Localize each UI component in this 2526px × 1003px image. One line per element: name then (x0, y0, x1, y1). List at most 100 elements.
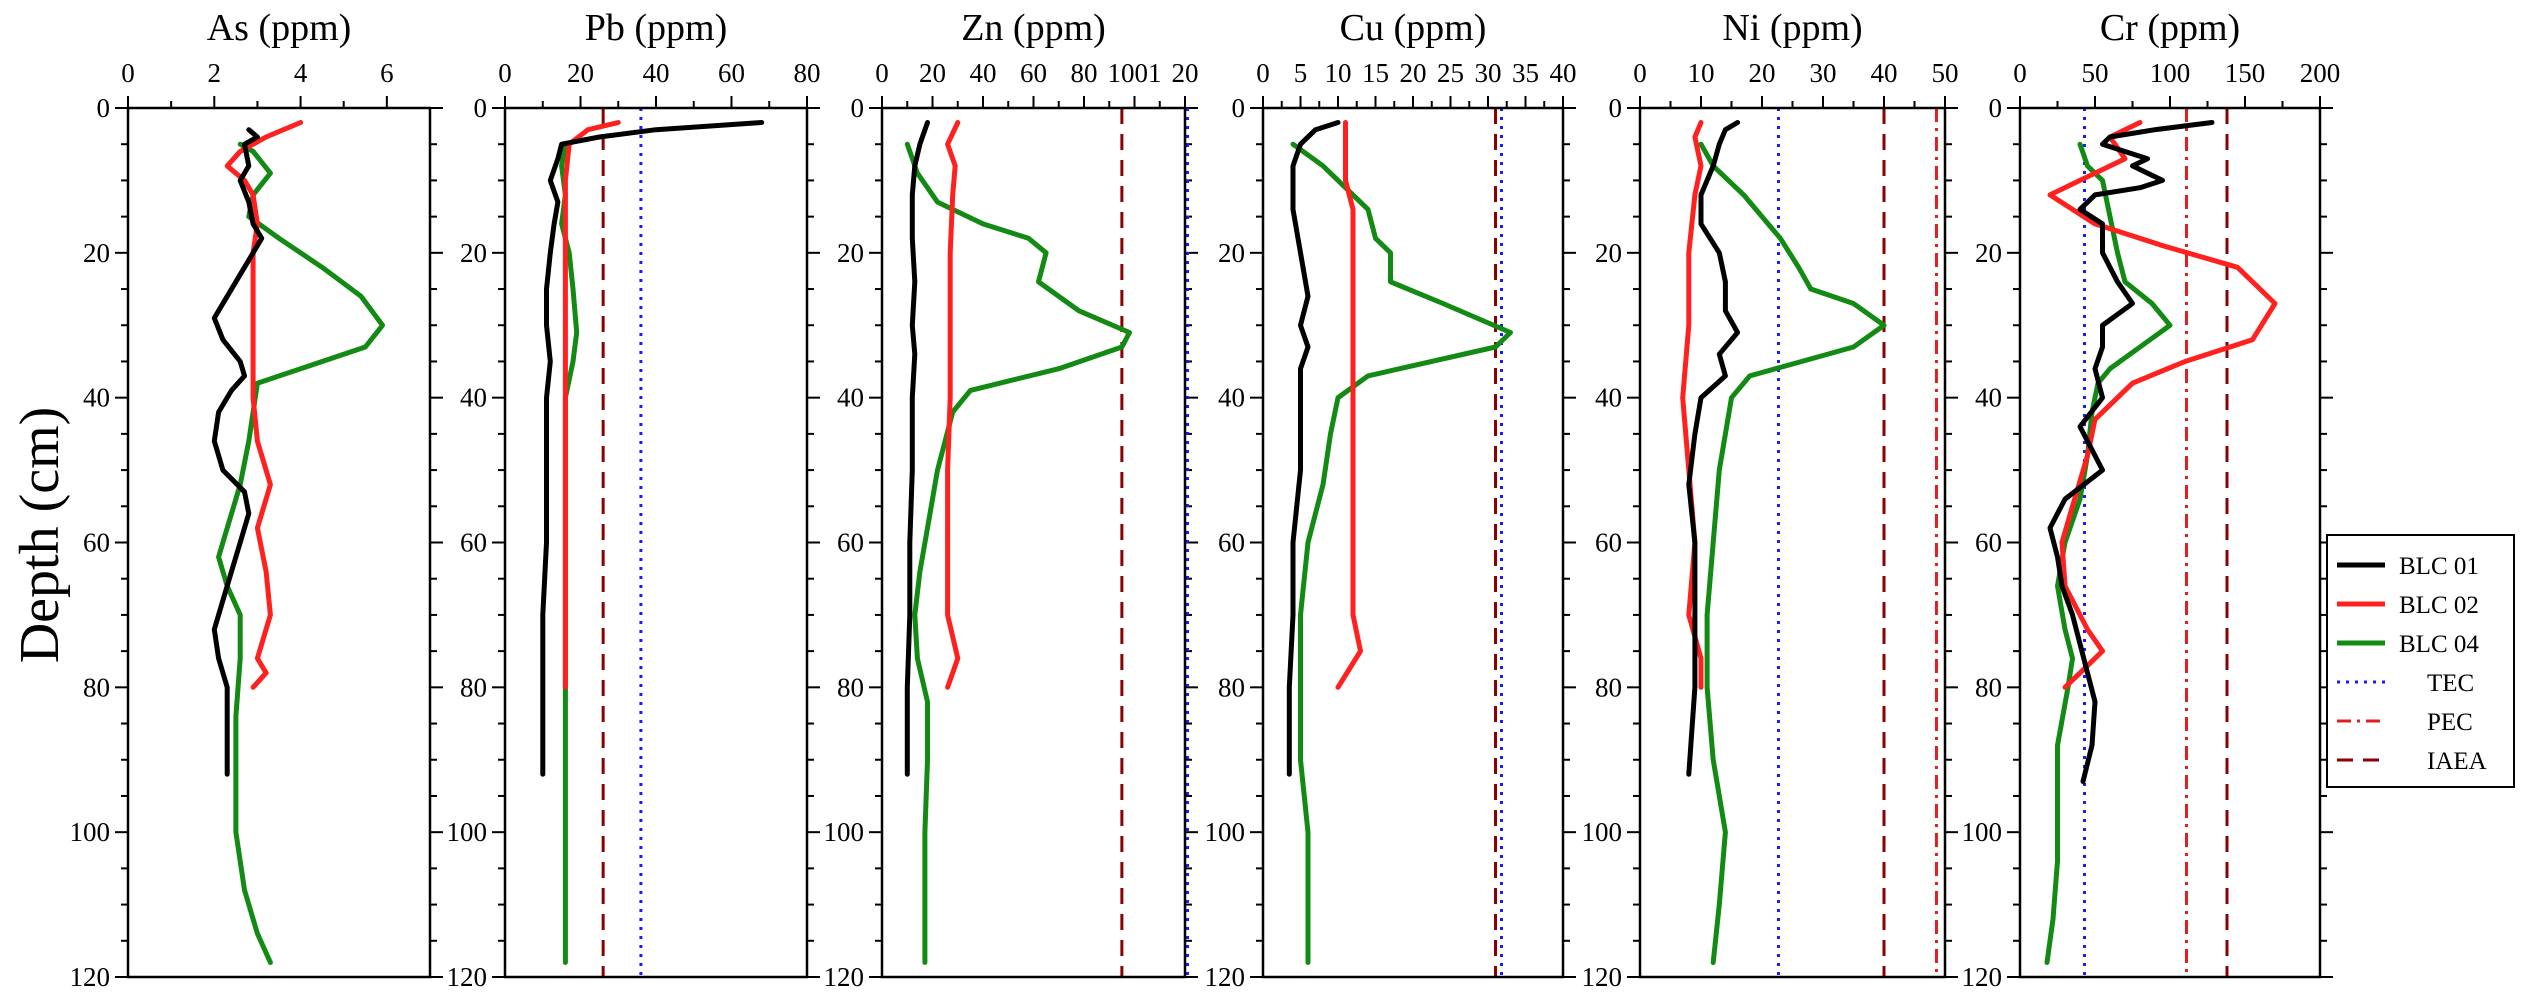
panel-title: Ni (ppm) (1722, 7, 1862, 49)
y-tick-label: 80 (837, 672, 864, 702)
legend-label: IAEA (2427, 748, 2487, 775)
y-tick-label: 20 (1218, 238, 1245, 268)
x-tick-label: 200 (2300, 58, 2341, 88)
legend-label: BLC 01 (2399, 553, 2479, 580)
series-blc-01 (1286, 120, 1341, 777)
x-tick-label: 100 (2150, 58, 2191, 88)
y-tick-label: 0 (851, 93, 865, 123)
panel-title: Cr (ppm) (2100, 7, 2240, 49)
series-blc-01 (2047, 120, 2215, 784)
y-tick-label: 0 (97, 93, 111, 123)
y-tick-label: 120 (1962, 962, 2003, 992)
x-tick-label: 0 (2013, 58, 2027, 88)
y-tick-label: 0 (1609, 93, 1623, 123)
y-tick-label: 80 (1975, 672, 2002, 702)
x-tick-label: 30 (1475, 58, 1502, 88)
x-tick-label: 50 (1932, 58, 1959, 88)
y-tick-label: 80 (1218, 672, 1245, 702)
y-tick-label: 20 (460, 238, 487, 268)
x-tick-label: 4 (294, 58, 308, 88)
y-tick-label: 40 (1595, 383, 1622, 413)
x-tick-label: 20 (1400, 58, 1427, 88)
x-tick-label: 20 (1749, 58, 1776, 88)
series-blc-02 (1335, 120, 1363, 690)
x-tick-label: 40 (970, 58, 997, 88)
y-tick-label: 60 (1975, 528, 2002, 558)
x-tick-label: 15 (1362, 58, 1389, 88)
y-tick-label: 120 (447, 962, 488, 992)
x-tick-label: 2 (208, 58, 222, 88)
series-blc-02 (1680, 120, 1704, 690)
y-tick-label: 40 (837, 383, 864, 413)
panel-title: As (ppm) (207, 7, 352, 49)
y-tick-label: 20 (83, 238, 110, 268)
x-tick-label: 0 (1633, 58, 1647, 88)
x-tick-label: 40 (643, 58, 670, 88)
x-tick-label: 35 (1512, 58, 1539, 88)
y-tick-label: 80 (83, 672, 110, 702)
panel-title: Cu (ppm) (1340, 7, 1487, 49)
x-tick-label: 60 (1020, 58, 1047, 88)
x-tick-label: 150 (2225, 58, 2266, 88)
plot-frame (880, 106, 1187, 979)
x-tick-label: 40 (1871, 58, 1898, 88)
x-tick-label: 30 (1810, 58, 1837, 88)
panel-1: Pb (ppm) 0 20 40 60 80 100 120 0 20 40 60 80 (447, 7, 821, 992)
x-tick-label: 20 (567, 58, 594, 88)
chart-legend: BLC 01 BLC 02 BLC 04 TEC PEC IAEA (2326, 534, 2515, 788)
y-tick-label: 40 (83, 383, 110, 413)
plot-frame (1261, 106, 1565, 979)
y-tick-label: 100 (1205, 817, 1246, 847)
series-blc-02 (224, 120, 304, 690)
x-tick-label: 60 (718, 58, 745, 88)
y-tick-label: 20 (1595, 238, 1622, 268)
x-tick-label: 10 (1688, 58, 1715, 88)
y-tick-label: 80 (460, 672, 487, 702)
y-tick-label: 0 (1232, 93, 1246, 123)
x-tick-label: 0 (875, 58, 889, 88)
x-tick-label: 20 (919, 58, 946, 88)
x-tick-label: 50 (2082, 58, 2109, 88)
x-tick-label: 40 (1550, 58, 1577, 88)
y-tick-label: 0 (1989, 93, 2003, 123)
panel-title: Pb (ppm) (585, 7, 728, 49)
panel-5: Cr (ppm) 0 20 40 60 80 100 120 0 50 100 150 200 (1962, 7, 2341, 992)
x-tick-label: 80 (1071, 58, 1098, 88)
x-tick-label: 0 (1256, 58, 1270, 88)
y-axis-label: Depth (cm) (9, 407, 71, 664)
series-blc-04 (1290, 141, 1513, 965)
y-tick-label: 20 (837, 238, 864, 268)
panel-title: Zn (ppm) (961, 7, 1106, 49)
y-tick-label: 0 (474, 93, 488, 123)
y-tick-label: 120 (824, 962, 865, 992)
x-tick-label: 5 (1294, 58, 1308, 88)
plot-frame (126, 106, 432, 979)
legend-label: BLC 02 (2399, 592, 2479, 619)
series-blc-01 (1686, 120, 1741, 777)
y-tick-label: 60 (837, 528, 864, 558)
panel-4: Ni (ppm) 0 20 40 60 80 100 120 0 10 20 30 40 50 (1582, 7, 1959, 992)
y-tick-label: 100 (447, 817, 488, 847)
y-tick-label: 20 (1975, 238, 2002, 268)
x-tick-label: 20 (1172, 58, 1199, 88)
x-tick-label: 25 (1437, 58, 1464, 88)
y-tick-label: 60 (460, 528, 487, 558)
y-tick-label: 100 (1582, 817, 1623, 847)
legend-label: BLC 04 (2399, 631, 2479, 658)
series-blc-04 (1698, 141, 1887, 965)
y-tick-label: 80 (1595, 672, 1622, 702)
y-tick-label: 60 (83, 528, 110, 558)
series-blc-02 (2047, 120, 2278, 690)
y-tick-label: 100 (824, 817, 865, 847)
series-blc-04 (904, 141, 1132, 965)
x-tick-label: 80 (794, 58, 821, 88)
x-tick-label: 0 (498, 58, 512, 88)
y-tick-label: 60 (1595, 528, 1622, 558)
panel-0: As (ppm) 0 20 40 60 80 100 120 0 2 4 6 (70, 7, 443, 992)
series-blc-02 (562, 120, 621, 690)
y-tick-label: 40 (460, 383, 487, 413)
legend-box (2326, 534, 2515, 788)
series-blc-01 (904, 120, 930, 777)
